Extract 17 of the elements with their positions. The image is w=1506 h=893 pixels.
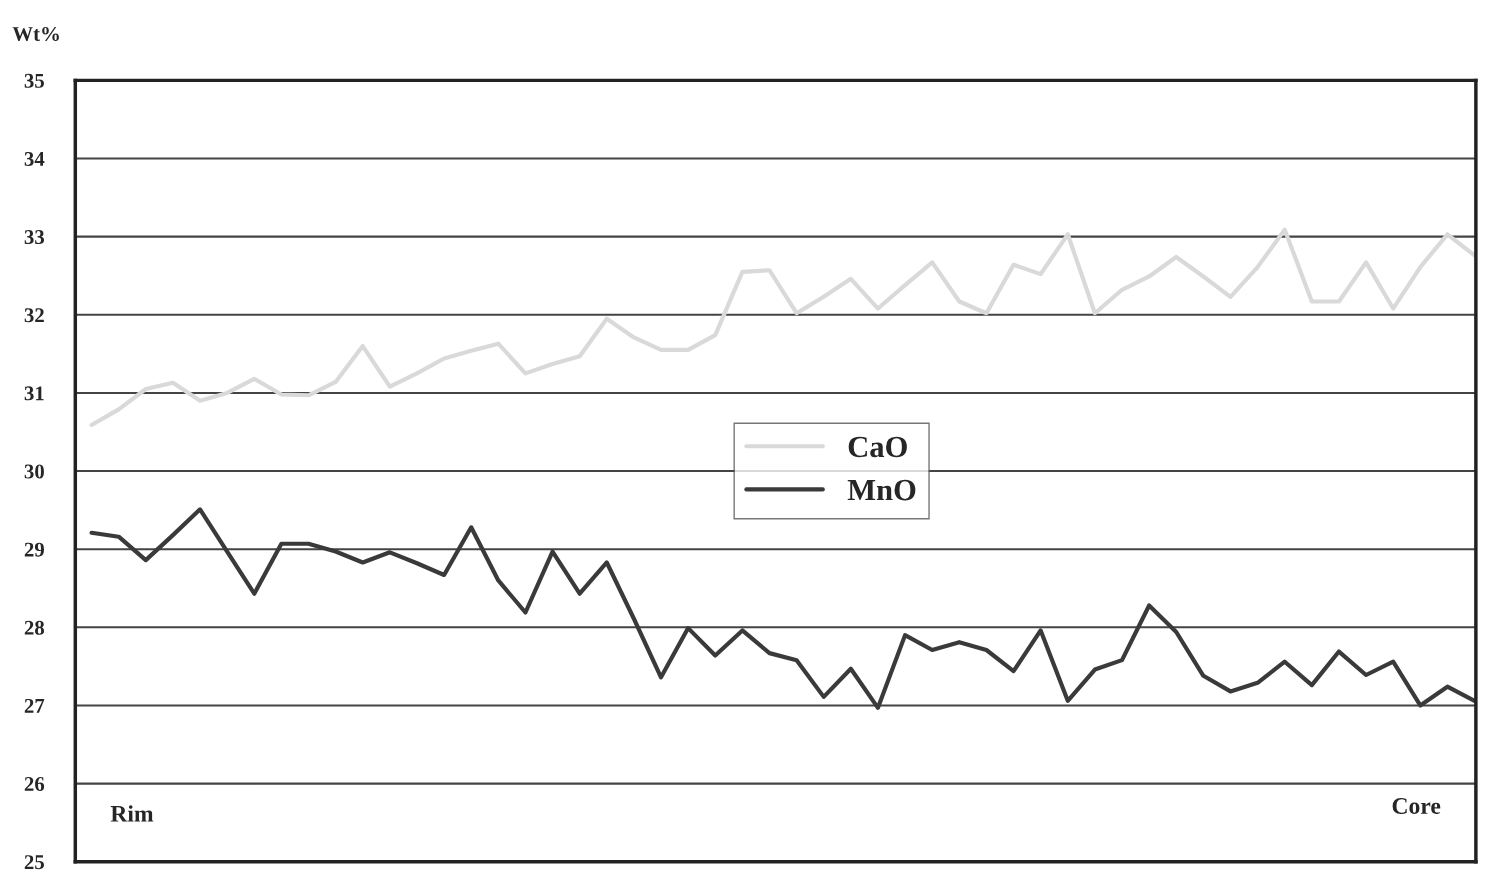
y-tick-label: 28 [24,620,45,635]
y-tick-label: 25 [24,855,44,870]
y-tick-label: 29 [24,542,44,557]
line-series [89,227,1476,428]
y-tick-label: 26 [24,777,45,792]
legend-label: MnO [847,479,916,501]
y-tick-label: 31 [24,386,44,401]
annotation: Rim [110,805,154,822]
y-tick-label: 33 [24,230,45,245]
legend-label: CaO [848,436,907,458]
y-tick-label: 35 [24,73,44,88]
y-tick-label: 30 [24,464,44,479]
y-tick-label: 32 [24,308,44,323]
annotation: Core [1392,798,1441,814]
y-tick-label: 34 [24,151,45,166]
y-tick-label: 27 [24,698,45,713]
y-axis-title: Wt% [12,26,59,42]
